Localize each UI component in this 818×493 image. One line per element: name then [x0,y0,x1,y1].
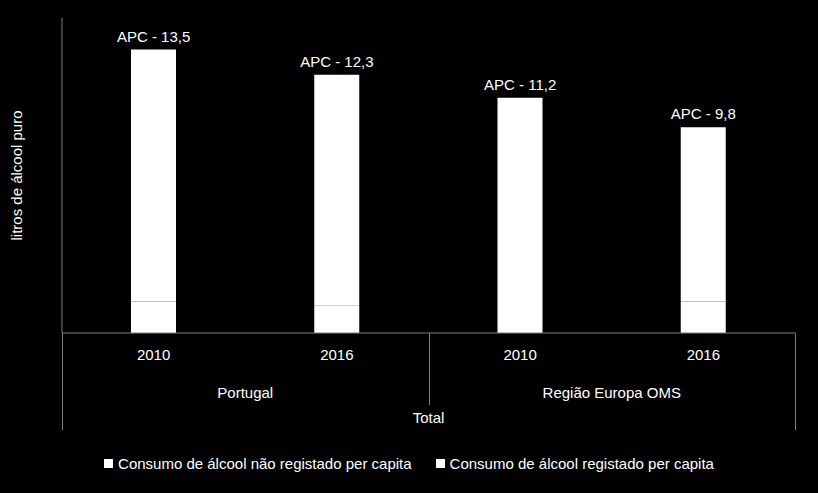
svg-text:APC - 12,3: APC - 12,3 [300,53,373,70]
html-text:Consumo de álcool registado pe: Consumo de álcool registado per capita [449,455,714,472]
svg-text:2010: 2010 [137,346,170,363]
svg-text:2010: 2010 [503,346,536,363]
svg-text:2016: 2016 [320,346,353,363]
html-text:Consumo de álcool não registad: Consumo de álcool não registado per capi… [118,455,412,472]
html-text:Portugal: Portugal [217,384,274,401]
html-text:Região Europa OMS: Região Europa OMS [542,384,681,401]
html-text:Total: Total [412,409,445,426]
svg-text:APC - 13,5: APC - 13,5 [117,28,190,45]
svg-text:litros de álcool puro: litros de álcool puro [8,110,25,240]
svg-text:APC - 11,2: APC - 11,2 [484,76,556,93]
svg-text:APC - 9,8: APC - 9,8 [671,105,736,122]
svg-text:2016: 2016 [687,346,720,363]
